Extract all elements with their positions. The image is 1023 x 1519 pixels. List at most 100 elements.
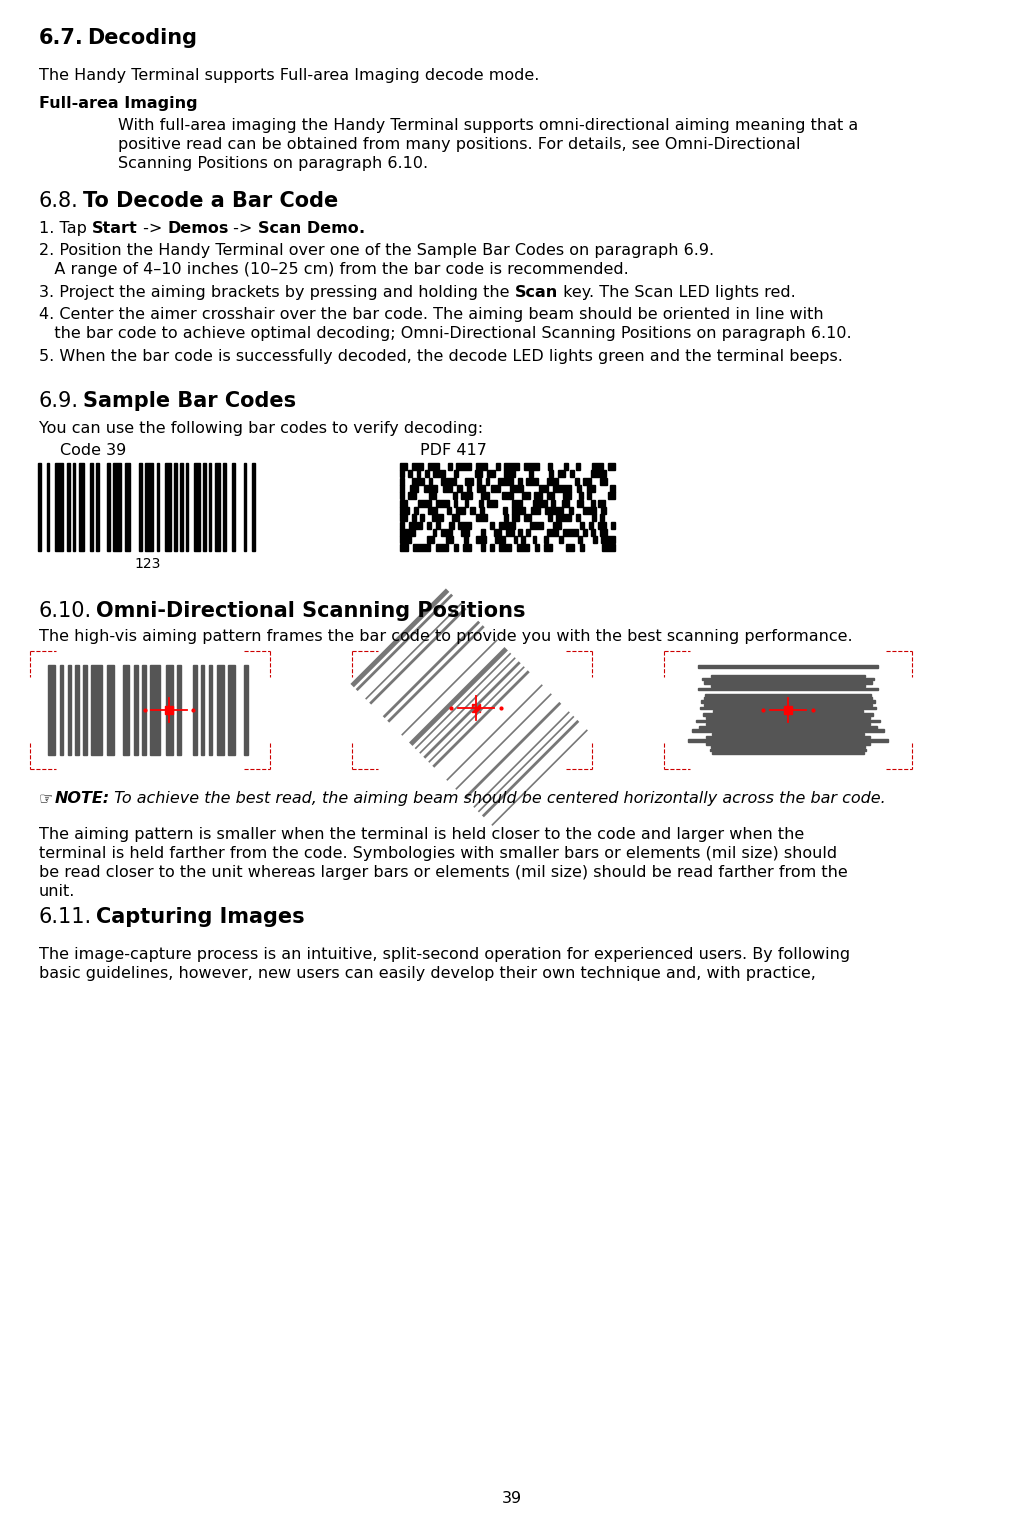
Bar xyxy=(552,521,561,529)
Bar xyxy=(575,477,579,485)
Bar xyxy=(441,477,456,485)
Bar xyxy=(125,463,130,551)
Bar xyxy=(583,529,587,536)
Text: 6.7.: 6.7. xyxy=(39,27,84,49)
Bar xyxy=(526,529,530,536)
Bar xyxy=(503,507,507,513)
Bar xyxy=(510,485,524,492)
Text: 6.11.: 6.11. xyxy=(39,907,92,927)
Bar xyxy=(38,463,41,551)
Bar xyxy=(429,477,433,485)
Bar xyxy=(194,463,199,551)
Bar xyxy=(577,485,581,492)
Bar xyxy=(611,485,615,492)
Text: 1. Tap: 1. Tap xyxy=(39,220,92,235)
Bar xyxy=(582,507,595,513)
Bar xyxy=(464,536,468,544)
Bar xyxy=(712,752,864,755)
Bar xyxy=(563,492,571,500)
Bar xyxy=(498,477,513,485)
Text: basic guidelines, however, new users can easily develop their own technique and,: basic guidelines, however, new users can… xyxy=(39,966,815,981)
Text: unit.: unit. xyxy=(39,884,76,899)
Bar xyxy=(433,529,437,536)
Bar xyxy=(400,521,404,529)
Bar xyxy=(461,529,469,536)
Bar xyxy=(203,463,206,551)
Bar xyxy=(457,485,461,492)
Bar xyxy=(576,463,580,469)
Bar xyxy=(412,463,424,469)
Bar xyxy=(699,665,878,668)
Bar xyxy=(564,463,568,469)
Bar xyxy=(591,529,595,536)
Bar xyxy=(429,492,436,500)
Text: 6.8.: 6.8. xyxy=(39,191,79,211)
Bar xyxy=(477,485,486,492)
Bar xyxy=(454,500,457,507)
Bar xyxy=(107,463,110,551)
Bar xyxy=(436,521,440,529)
Bar xyxy=(706,743,870,744)
Bar xyxy=(428,463,439,469)
Bar xyxy=(522,536,525,544)
Bar xyxy=(704,697,872,700)
Text: Code 39: Code 39 xyxy=(60,444,126,459)
Bar xyxy=(601,515,604,521)
Bar xyxy=(583,477,591,485)
Text: positive read can be obtained from many positions. For details, see Omni-Directi: positive read can be obtained from many … xyxy=(118,137,800,152)
Bar xyxy=(427,521,431,529)
Bar xyxy=(475,471,483,477)
Bar xyxy=(611,521,615,529)
Bar xyxy=(566,544,575,550)
Bar xyxy=(504,515,507,521)
Bar xyxy=(134,665,138,755)
Bar xyxy=(513,507,526,513)
Text: ->: -> xyxy=(138,220,162,235)
Bar xyxy=(461,492,473,500)
Text: key. The Scan LED lights red.: key. The Scan LED lights red. xyxy=(558,286,796,299)
Text: ☞: ☞ xyxy=(39,791,53,807)
Bar xyxy=(400,515,407,521)
Bar xyxy=(416,471,420,477)
Bar xyxy=(471,507,475,513)
Bar xyxy=(546,529,558,536)
Bar xyxy=(522,492,530,500)
Bar xyxy=(490,544,494,550)
Bar xyxy=(68,665,71,755)
Bar xyxy=(209,463,212,551)
Bar xyxy=(504,463,519,469)
Bar xyxy=(486,477,489,485)
Bar xyxy=(512,500,522,507)
Bar xyxy=(487,500,496,507)
Bar xyxy=(244,665,248,755)
Bar xyxy=(563,500,569,507)
Bar xyxy=(215,463,220,551)
Bar xyxy=(453,492,456,500)
Bar xyxy=(400,492,404,500)
Bar xyxy=(185,463,188,551)
Bar xyxy=(400,500,407,507)
Bar xyxy=(487,471,495,477)
Text: Scanning Positions on paragraph 6.10.: Scanning Positions on paragraph 6.10. xyxy=(118,156,428,172)
Bar xyxy=(458,521,471,529)
Bar xyxy=(472,703,480,712)
Bar xyxy=(443,485,452,492)
Bar xyxy=(412,477,424,485)
Bar xyxy=(482,492,489,500)
Bar xyxy=(400,507,409,513)
Text: You can use the following bar codes to verify decoding:: You can use the following bar codes to v… xyxy=(39,421,483,436)
Text: Capturing Images: Capturing Images xyxy=(96,907,305,927)
Bar xyxy=(599,529,608,536)
Bar xyxy=(427,536,434,544)
Bar xyxy=(253,463,255,551)
Bar xyxy=(548,515,551,521)
Bar xyxy=(529,471,533,477)
Bar xyxy=(597,521,606,529)
Text: Decoding: Decoding xyxy=(88,27,197,49)
Bar xyxy=(400,477,404,485)
Bar xyxy=(449,521,453,529)
Text: Scan Demo: Scan Demo xyxy=(258,220,359,235)
Bar xyxy=(454,471,458,477)
Text: The high-vis aiming pattern frames the bar code to provide you with the best sca: The high-vis aiming pattern frames the b… xyxy=(39,629,852,644)
Bar xyxy=(546,477,558,485)
